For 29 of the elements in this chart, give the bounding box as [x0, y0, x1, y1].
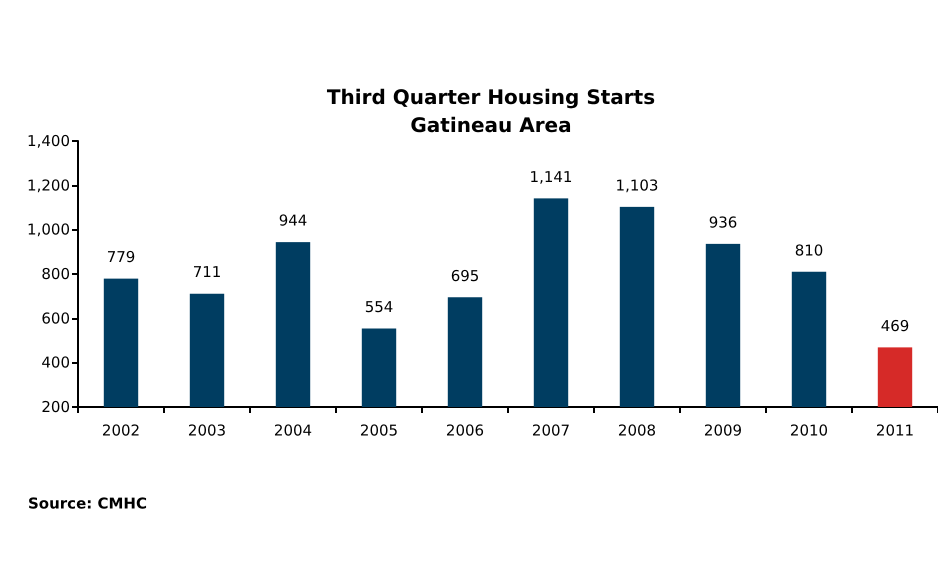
data-label: 469: [880, 316, 910, 335]
data-label: 1,141: [530, 168, 572, 186]
x-tick-label: 2004: [274, 422, 312, 440]
x-tick-label: 2003: [188, 422, 226, 440]
x-tick-label: 2009: [704, 422, 742, 440]
y-tick-label: 1,400: [27, 132, 70, 150]
data-label: 1,103: [616, 176, 658, 194]
source-note: Source: CMHC: [28, 494, 147, 512]
y-tick-label: 600: [41, 309, 70, 328]
x-tick-label: 2007: [532, 422, 570, 440]
x-tick-label: 2010: [790, 422, 828, 440]
data-label: 779: [106, 248, 136, 266]
x-tick-label: 2006: [446, 422, 484, 440]
x-tick-label: 2008: [618, 422, 656, 440]
chart-title: Third Quarter Housing Starts Gatineau Area: [326, 85, 656, 137]
data-label: 554: [364, 298, 394, 316]
data-label: 810: [794, 241, 824, 260]
data-label: 711: [192, 263, 222, 282]
x-tick-label: 2011: [876, 422, 914, 440]
x-tick-label: 2002: [102, 422, 140, 440]
data-label: 936: [708, 213, 738, 232]
data-label: 944: [278, 212, 308, 230]
data-label: 695: [450, 266, 480, 285]
y-tick-label: 800: [41, 265, 70, 283]
y-tick-label: 400: [41, 354, 70, 372]
y-tick-label: 1,200: [27, 176, 70, 194]
x-tick-label: 2005: [360, 422, 398, 440]
y-tick-label: 1,000: [27, 220, 70, 239]
y-tick-label: 200: [41, 398, 70, 416]
